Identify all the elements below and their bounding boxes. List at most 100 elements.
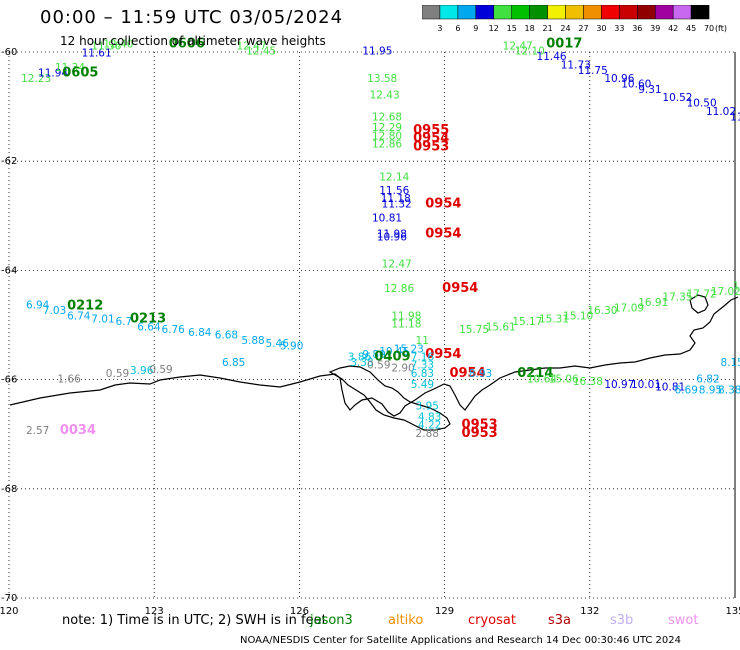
legend-tick: 9 — [473, 24, 478, 33]
wave-height-label: 0.59 — [106, 368, 129, 380]
wave-height-label: 10.96 — [604, 73, 634, 85]
legend-swatch — [439, 4, 459, 20]
wave-height-label: 12.29 — [372, 122, 402, 134]
wave-height-label: 8.95 — [699, 384, 722, 396]
wave-height-label: 17.09 — [614, 302, 644, 314]
satellite-name: cryosat — [468, 613, 516, 628]
wave-height-label: 7.33 — [411, 360, 434, 372]
y-tick-label: -70 — [1, 593, 17, 604]
wave-height-label: 15.10 — [563, 311, 593, 323]
wave-height-label: 7.01 — [91, 313, 114, 325]
wave-height-label: 6.84 — [188, 327, 212, 339]
legend-tick: 36 — [632, 24, 642, 33]
pass-time-label: 0214 — [517, 366, 553, 381]
wave-height-label: 11.18 — [391, 319, 421, 331]
wave-height-label: 11.34 — [55, 62, 85, 74]
wave-height-label: 10.81 — [655, 382, 685, 394]
wave-height-label: 2.88 — [416, 428, 439, 440]
wave-height-label: 3.38 — [350, 357, 373, 369]
pass-time-label: 0954 — [425, 347, 461, 362]
legend-tick: 30 — [596, 24, 606, 33]
wave-height-label: 11.35 — [730, 111, 740, 123]
wave-height-label: 12.86 — [384, 283, 414, 295]
wave-height-label: 17.72 — [687, 289, 717, 301]
wave-height-label: 11.98 — [391, 311, 421, 323]
y-tick-label: -68 — [1, 484, 17, 495]
wave-height-label: 11.46 — [537, 51, 567, 63]
wave-height-label: 3.96 — [130, 365, 154, 377]
legend-unit: (ft) — [715, 24, 727, 33]
graticule: 120 123 126 129 132 135 -60 -62 -64 -66 -68 -70 — [0, 47, 740, 617]
wave-height-label: 10.01 — [631, 379, 661, 391]
wave-height-label: 0.59 — [149, 364, 172, 376]
legend-tick: 3 — [437, 24, 442, 33]
wave-height-label: 4.22 — [418, 420, 441, 432]
credit-line: NOAA/NESDIS Center for Satellite Applica… — [240, 635, 682, 646]
legend-swatch — [493, 4, 512, 20]
legend-tick: 39 — [650, 24, 660, 33]
wave-height-label: 6.76 — [161, 324, 185, 336]
wave-height-label: 8.38 — [718, 384, 740, 396]
wave-height-label: 12.43 — [370, 89, 400, 101]
wave-height-label: 6.85 — [222, 357, 245, 369]
wave-height-label: 6.68 — [215, 330, 238, 342]
pass-time-label: 0955 — [413, 123, 449, 138]
wave-height-label: 17.35 — [662, 291, 692, 303]
wave-height-label: 10.52 — [662, 92, 692, 104]
wave-height-label: 13.58 — [367, 73, 397, 85]
wave-height-label: 10.50 — [687, 98, 717, 110]
pass-time-label: 0213 — [130, 311, 166, 326]
wave-height-label: 2.57 — [26, 425, 49, 437]
wave-height-label: 10.60 — [621, 78, 651, 90]
wave-height-label: 2.90 — [391, 362, 414, 374]
legend-tick: 45 — [686, 24, 696, 33]
pass-time-label: 0953 — [413, 139, 449, 154]
satellite-name: swot — [668, 613, 699, 628]
wave-height-label: 1.66 — [57, 373, 81, 385]
satellite-name: jason3 — [310, 613, 353, 628]
wave-height-label: 11.94 — [38, 68, 68, 80]
wave-height-label: 15.17 — [512, 316, 542, 328]
wave-height-label: 12.10 — [515, 46, 545, 58]
wave-height-label: 12.80 — [372, 130, 402, 142]
wave-height-label: 11.56 — [379, 185, 409, 197]
note-text: note: 1) Time is in UTC; 2) SWH is in fe… — [62, 613, 327, 628]
wave-height-label: 10.97 — [604, 379, 634, 391]
y-tick-label: -64 — [1, 265, 17, 276]
wave-height-label: 6.83 — [411, 368, 434, 380]
wave-height-label: 12.40 — [103, 39, 133, 51]
wave-height-label: 17 — [733, 281, 740, 293]
wave-height-label: 5.90 — [280, 341, 303, 353]
pass-time-label: 0409 — [374, 349, 410, 364]
legend-swatch — [583, 4, 602, 20]
wave-height-label: 11.02 — [706, 106, 736, 118]
wave-height-label: 10.45 — [379, 346, 409, 358]
wave-height-label: 5.46 — [266, 338, 290, 350]
legend-swatch — [529, 4, 548, 20]
legend-swatch — [619, 4, 638, 20]
wave-height-label: 16.38 — [573, 376, 603, 388]
page-subtitle: 12 hour collection of altimeter wave hei… — [60, 34, 326, 48]
pass-time-label: 0953 — [462, 426, 498, 441]
y-tick-label: -60 — [1, 47, 17, 58]
wave-height-label: 15.61 — [486, 321, 516, 333]
wave-height-label: 10.81 — [372, 212, 402, 224]
y-tick-label: -66 — [1, 375, 17, 386]
wave-height-label: 11.18 — [381, 193, 411, 205]
wave-height-label: 12.47 — [503, 40, 533, 52]
x-tick-label: 126 — [290, 606, 309, 617]
pass-time-label: 0212 — [67, 299, 103, 314]
wave-height-label: 17.02 — [711, 286, 740, 298]
wave-height-label: 16.30 — [587, 305, 617, 317]
wave-height-label: 15.75 — [459, 324, 489, 336]
legend-tick: 70 — [704, 24, 714, 33]
wave-height-label: 12.68 — [372, 111, 402, 123]
wave-height-label: 11.32 — [382, 199, 412, 211]
wave-height-label: 8.93 — [469, 368, 492, 380]
legend-swatch — [475, 4, 495, 20]
wave-height-label: 6.74 — [67, 311, 91, 323]
wave-height-label: 11.95 — [362, 46, 392, 58]
wave-height-label: 11.56 — [91, 40, 121, 52]
wave-height-label: 11.73 — [561, 59, 591, 71]
